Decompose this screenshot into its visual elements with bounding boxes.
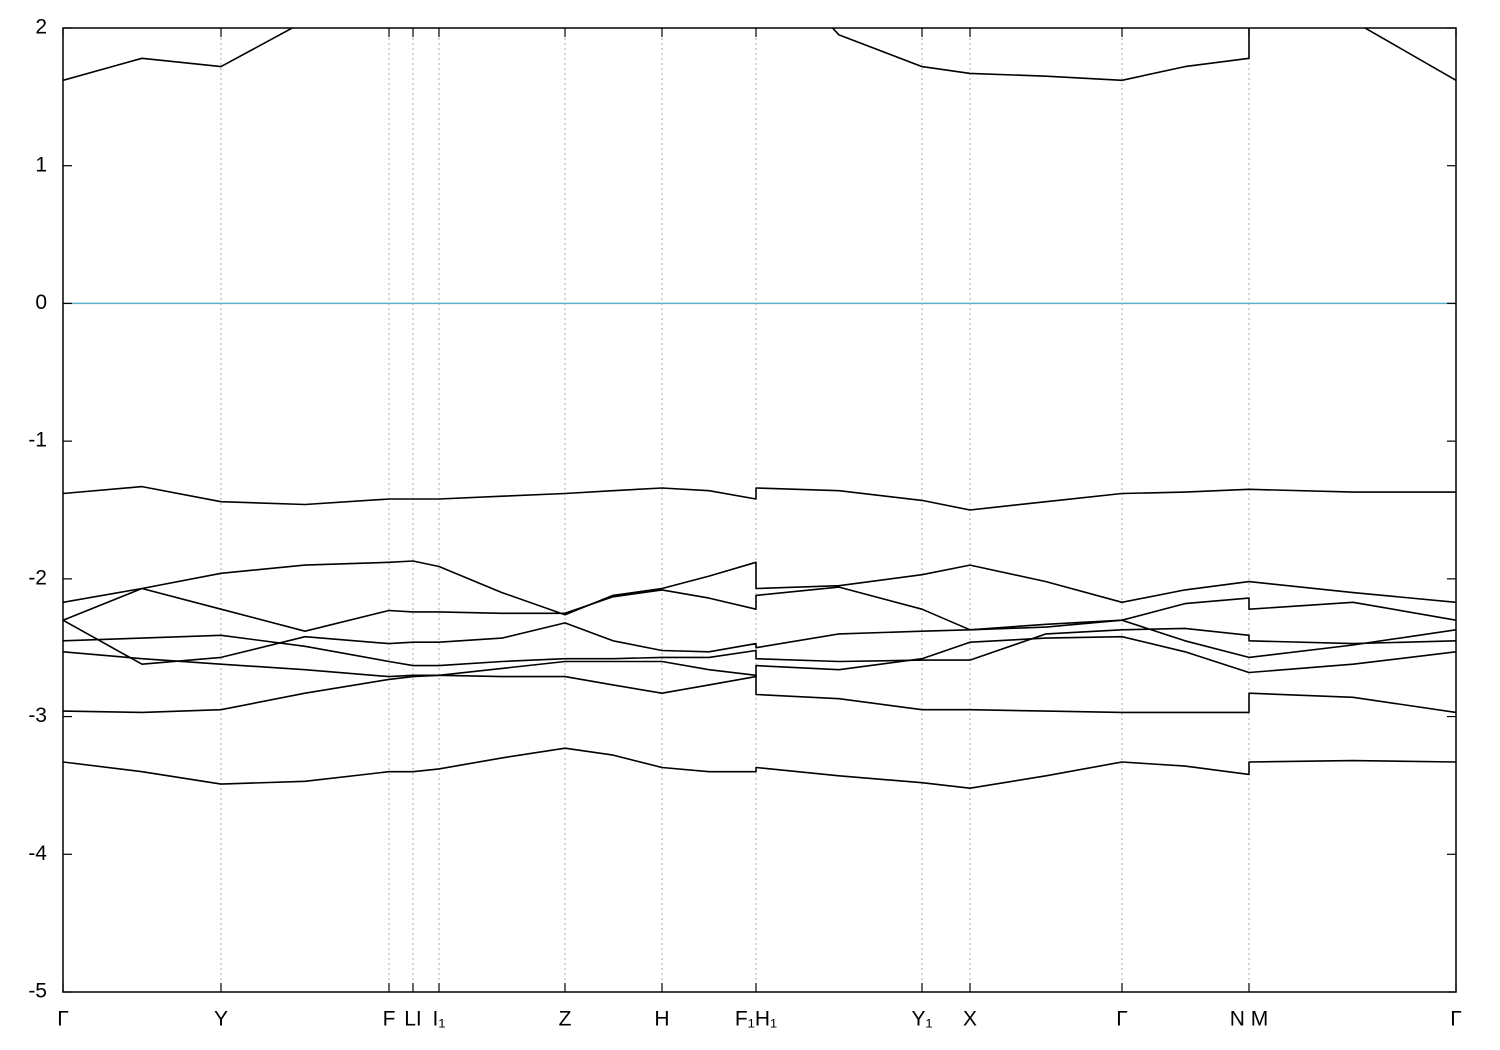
y-tick-label: 0 [35,291,47,314]
plot-frame [62,27,1457,993]
x-tick-label: Γ [1116,1008,1128,1031]
y-tick-label: -4 [28,842,47,865]
axis-layer: -5 -4 -3 -2 -1 0 1 2 Γ Y F LI I₁ Z H F₁H₁ Y₁ X Γ N M Γ [28,16,1461,1031]
y-tick-label: -5 [28,980,47,1003]
y-tick-label: -3 [28,704,47,727]
band-line [63,660,1456,714]
x-tick-label: LI [404,1008,422,1031]
x-tick-label: Y [214,1008,228,1031]
y-tick-label: 2 [35,16,47,39]
x-tick-label: F₁H₁ [735,1008,777,1031]
x-tick-label: N M [1230,1008,1269,1031]
band-line [63,485,1456,511]
x-tick-label: I₁ [433,1008,446,1031]
band-line [63,747,1456,789]
y-tick-label: 1 [35,153,47,176]
y-tick-label: -1 [28,429,47,452]
band-line [63,560,1456,616]
x-tick-label: H [654,1008,669,1031]
x-tick-label: Γ [1450,1008,1462,1031]
band-line [63,619,1456,665]
x-tick-label: Z [559,1008,572,1031]
band-line [63,635,1456,694]
x-tick-label: X [963,1008,977,1031]
grid-layer [62,28,1457,992]
band-line [63,586,1456,632]
band-layer [63,28,1456,789]
x-tick-label: Y₁ [911,1008,932,1031]
x-tick-label: Γ [57,1008,69,1031]
x-tick-label: F [383,1008,396,1031]
band-line [63,627,1456,667]
band-line [63,28,1456,82]
y-tick-label: -2 [28,566,47,589]
